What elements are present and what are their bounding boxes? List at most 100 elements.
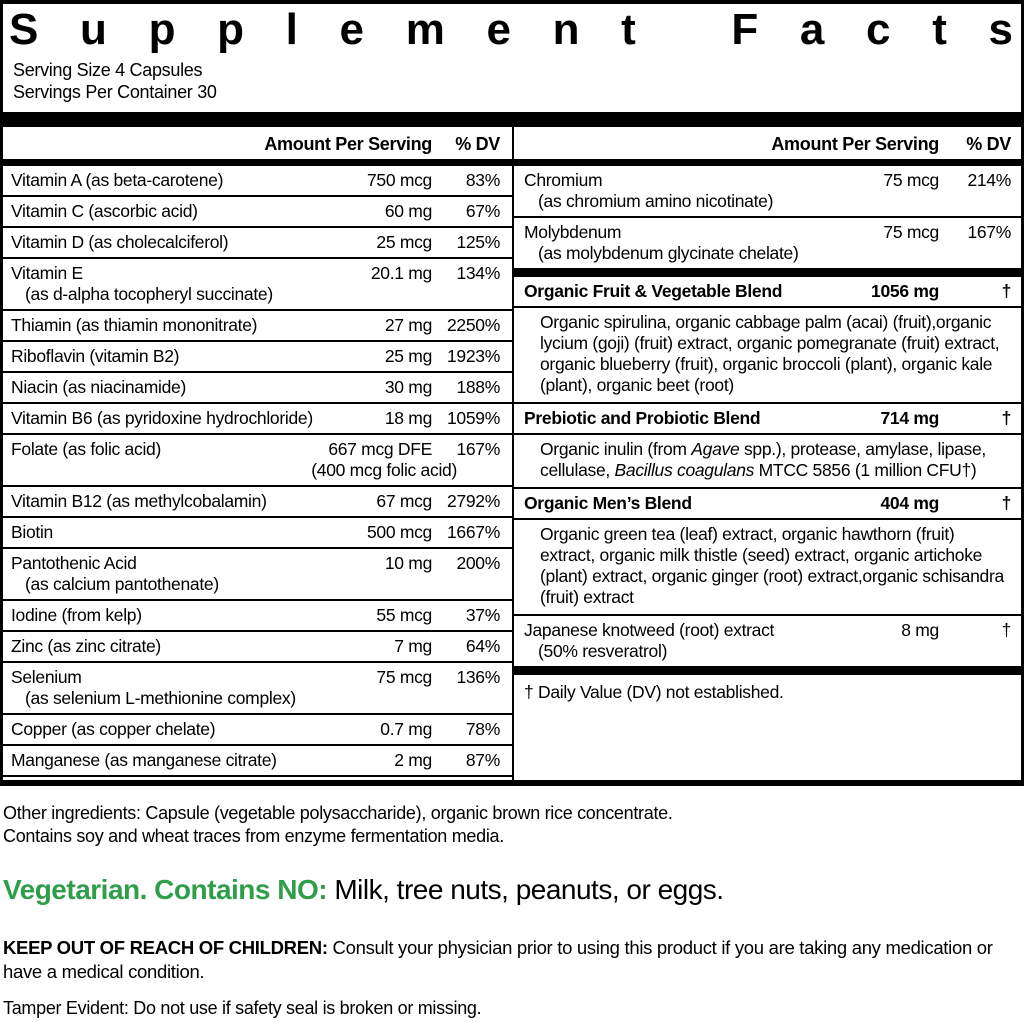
table-row: Selenium 75 mcg 136% (as selenium L-meth… xyxy=(3,663,512,715)
blend-dv: † xyxy=(1001,281,1012,301)
nutrient-amount: 27 mg xyxy=(384,315,432,335)
nutrient-dv: 67% xyxy=(465,201,500,221)
nutrient-dv: 167% xyxy=(456,439,500,459)
nutrient-amount: 7 mg xyxy=(394,636,432,656)
nutrient-amount: 60 mg xyxy=(384,201,432,221)
table-row: Zinc (as zinc citrate) 7 mg 64% xyxy=(3,632,512,663)
nutrient-dv: 167% xyxy=(967,222,1011,242)
nutrient-name: Thiamin (as thiamin mononitrate) xyxy=(11,315,258,335)
nutrient-name: Manganese (as manganese citrate) xyxy=(11,750,277,770)
nutrient-subname: (as d-alpha tocopheryl succinate) xyxy=(25,284,273,304)
blend-name: Prebiotic and Probiotic Blend xyxy=(524,408,761,428)
blend-dv: † xyxy=(1001,408,1012,428)
nutrient-name: Japanese knotweed (root) extract xyxy=(524,620,775,640)
table-row: Iodine (from kelp) 55 mcg 37% xyxy=(3,601,512,632)
nutrient-amount: 75 mcg xyxy=(376,667,432,687)
nutrient-amount-secondary: (400 mcg folic acid) xyxy=(311,460,457,480)
amount-header: Amount Per Serving xyxy=(264,134,432,154)
nutrient-amount: 500 mcg xyxy=(366,522,432,542)
right-column: Amount Per Serving % DV Chromium 75 mcg … xyxy=(514,127,1021,780)
nutrient-dv: 2250% xyxy=(447,315,500,335)
vegetarian-text: Milk, tree nuts, peanuts, or eggs. xyxy=(327,874,724,905)
serving-info: Serving Size 4 Capsules Servings Per Con… xyxy=(13,59,1021,103)
left-column: Amount Per Serving % DV Vitamin A (as be… xyxy=(3,127,514,780)
table-row: Copper (as copper chelate) 0.7 mg 78% xyxy=(3,715,512,746)
nutrient-dv: † xyxy=(1001,620,1012,640)
nutrient-name: Pantothenic Acid xyxy=(11,553,137,573)
nutrient-dv: 78% xyxy=(465,719,500,739)
nutrient-amount: 667 mcg DFE xyxy=(328,439,432,459)
nutrient-amount: 2 mg xyxy=(394,750,432,770)
nutrient-dv: 37% xyxy=(465,605,500,625)
nutrient-amount: 75 mcg xyxy=(883,222,939,242)
nutrient-amount: 750 mcg xyxy=(366,170,432,190)
nutrient-columns: Amount Per Serving % DV Vitamin A (as be… xyxy=(3,127,1021,780)
vegetarian-statement: Vegetarian. Contains NO: Milk, tree nuts… xyxy=(3,873,1020,907)
divider-bar xyxy=(514,159,1021,166)
table-row: Vitamin B12 (as methylcobalamin) 67 mcg … xyxy=(3,487,512,518)
nutrient-amount: 25 mg xyxy=(384,346,432,366)
blend-name: Organic Men’s Blend xyxy=(524,493,692,513)
table-row: Thiamin (as thiamin mononitrate) 27 mg 2… xyxy=(3,311,512,342)
dv-header: % DV xyxy=(455,134,500,154)
tamper-evident-note: Tamper Evident: Do not use if safety sea… xyxy=(3,998,482,1018)
serving-size: Serving Size 4 Capsules xyxy=(13,60,203,80)
nutrient-amount: 8 mg xyxy=(901,620,939,640)
blend-description: Organic inulin (from Agave spp.), protea… xyxy=(514,435,1021,489)
nutrient-amount: 18 mg xyxy=(384,408,432,428)
nutrient-name: Chromium xyxy=(524,170,603,190)
nutrient-name: Zinc (as zinc citrate) xyxy=(11,636,161,656)
children-warning: KEEP OUT OF REACH OF CHILDREN: Consult y… xyxy=(3,936,1020,984)
table-row: Vitamin E 20.1 mg 134% (as d-alpha tocop… xyxy=(3,259,512,311)
daily-value-footnote: † Daily Value (DV) not established. xyxy=(524,682,784,702)
nutrient-name: Vitamin B12 (as methylcobalamin) xyxy=(11,491,267,511)
dv-header: % DV xyxy=(966,134,1011,154)
nutrient-subname: (as chromium amino nicotinate) xyxy=(538,191,774,211)
blend-row: Prebiotic and Probiotic Blend 714 mg † xyxy=(514,404,1021,435)
nutrient-name: Niacin (as niacinamide) xyxy=(11,377,186,397)
nutrient-dv: 1059% xyxy=(447,408,500,428)
table-row: Vitamin A (as beta-carotene) 750 mcg 83% xyxy=(3,166,512,197)
nutrient-amount: 10 mg xyxy=(384,553,432,573)
nutrient-amount: 67 mcg xyxy=(376,491,432,511)
nutrient-name: Vitamin D (as cholecalciferol) xyxy=(11,232,229,252)
blend-name: Organic Fruit & Vegetable Blend xyxy=(524,281,783,301)
blend-amount: 1056 mg xyxy=(871,281,939,301)
nutrient-amount: 75 mcg xyxy=(883,170,939,190)
nutrient-subname: (as calcium pantothenate) xyxy=(25,574,219,594)
table-row: Folate (as folic acid) 667 mcg DFE 167% … xyxy=(3,435,512,487)
divider-bar xyxy=(3,112,1021,127)
nutrient-dv: 1923% xyxy=(447,346,500,366)
table-row: Biotin 500 mcg 1667% xyxy=(3,518,512,549)
blend-dv: † xyxy=(1001,493,1012,513)
nutrient-name: Biotin xyxy=(11,522,53,542)
nutrient-name: Copper (as copper chelate) xyxy=(11,719,216,739)
nutrient-dv: 134% xyxy=(456,263,500,283)
nutrient-name: Vitamin B6 (as pyridoxine hydrochloride) xyxy=(11,408,313,428)
nutrient-dv: 2792% xyxy=(447,491,500,511)
nutrient-amount: 20.1 mg xyxy=(370,263,432,283)
table-row: Chromium 75 mcg 214% (as chromium amino … xyxy=(514,166,1021,218)
nutrient-dv: 125% xyxy=(456,232,500,252)
nutrient-dv: 87% xyxy=(465,750,500,770)
nutrient-name: Selenium xyxy=(11,667,82,687)
blend-row: Organic Fruit & Vegetable Blend 1056 mg … xyxy=(514,277,1021,308)
nutrient-amount: 30 mg xyxy=(384,377,432,397)
nutrient-dv: 188% xyxy=(456,377,500,397)
nutrient-name: Molybdenum xyxy=(524,222,622,242)
allergen-note: Contains soy and wheat traces from enzym… xyxy=(3,826,504,846)
table-row: Japanese knotweed (root) extract 8 mg † … xyxy=(514,616,1021,666)
nutrient-dv: 83% xyxy=(465,170,500,190)
nutrient-dv: 64% xyxy=(465,636,500,656)
table-row: Molybdenum 75 mcg 167% (as molybdenum gl… xyxy=(514,218,1021,268)
blend-description: Organic spirulina, organic cabbage palm … xyxy=(514,308,1021,404)
label-footer: Other ingredients: Capsule (vegetable po… xyxy=(0,786,1024,1019)
divider-bar xyxy=(514,268,1021,277)
column-header: Amount Per Serving % DV xyxy=(3,127,512,159)
servings-per-container: Servings Per Container 30 xyxy=(13,82,217,102)
nutrient-name: Folate (as folic acid) xyxy=(11,439,161,459)
other-ingredients: Other ingredients: Capsule (vegetable po… xyxy=(3,803,673,823)
